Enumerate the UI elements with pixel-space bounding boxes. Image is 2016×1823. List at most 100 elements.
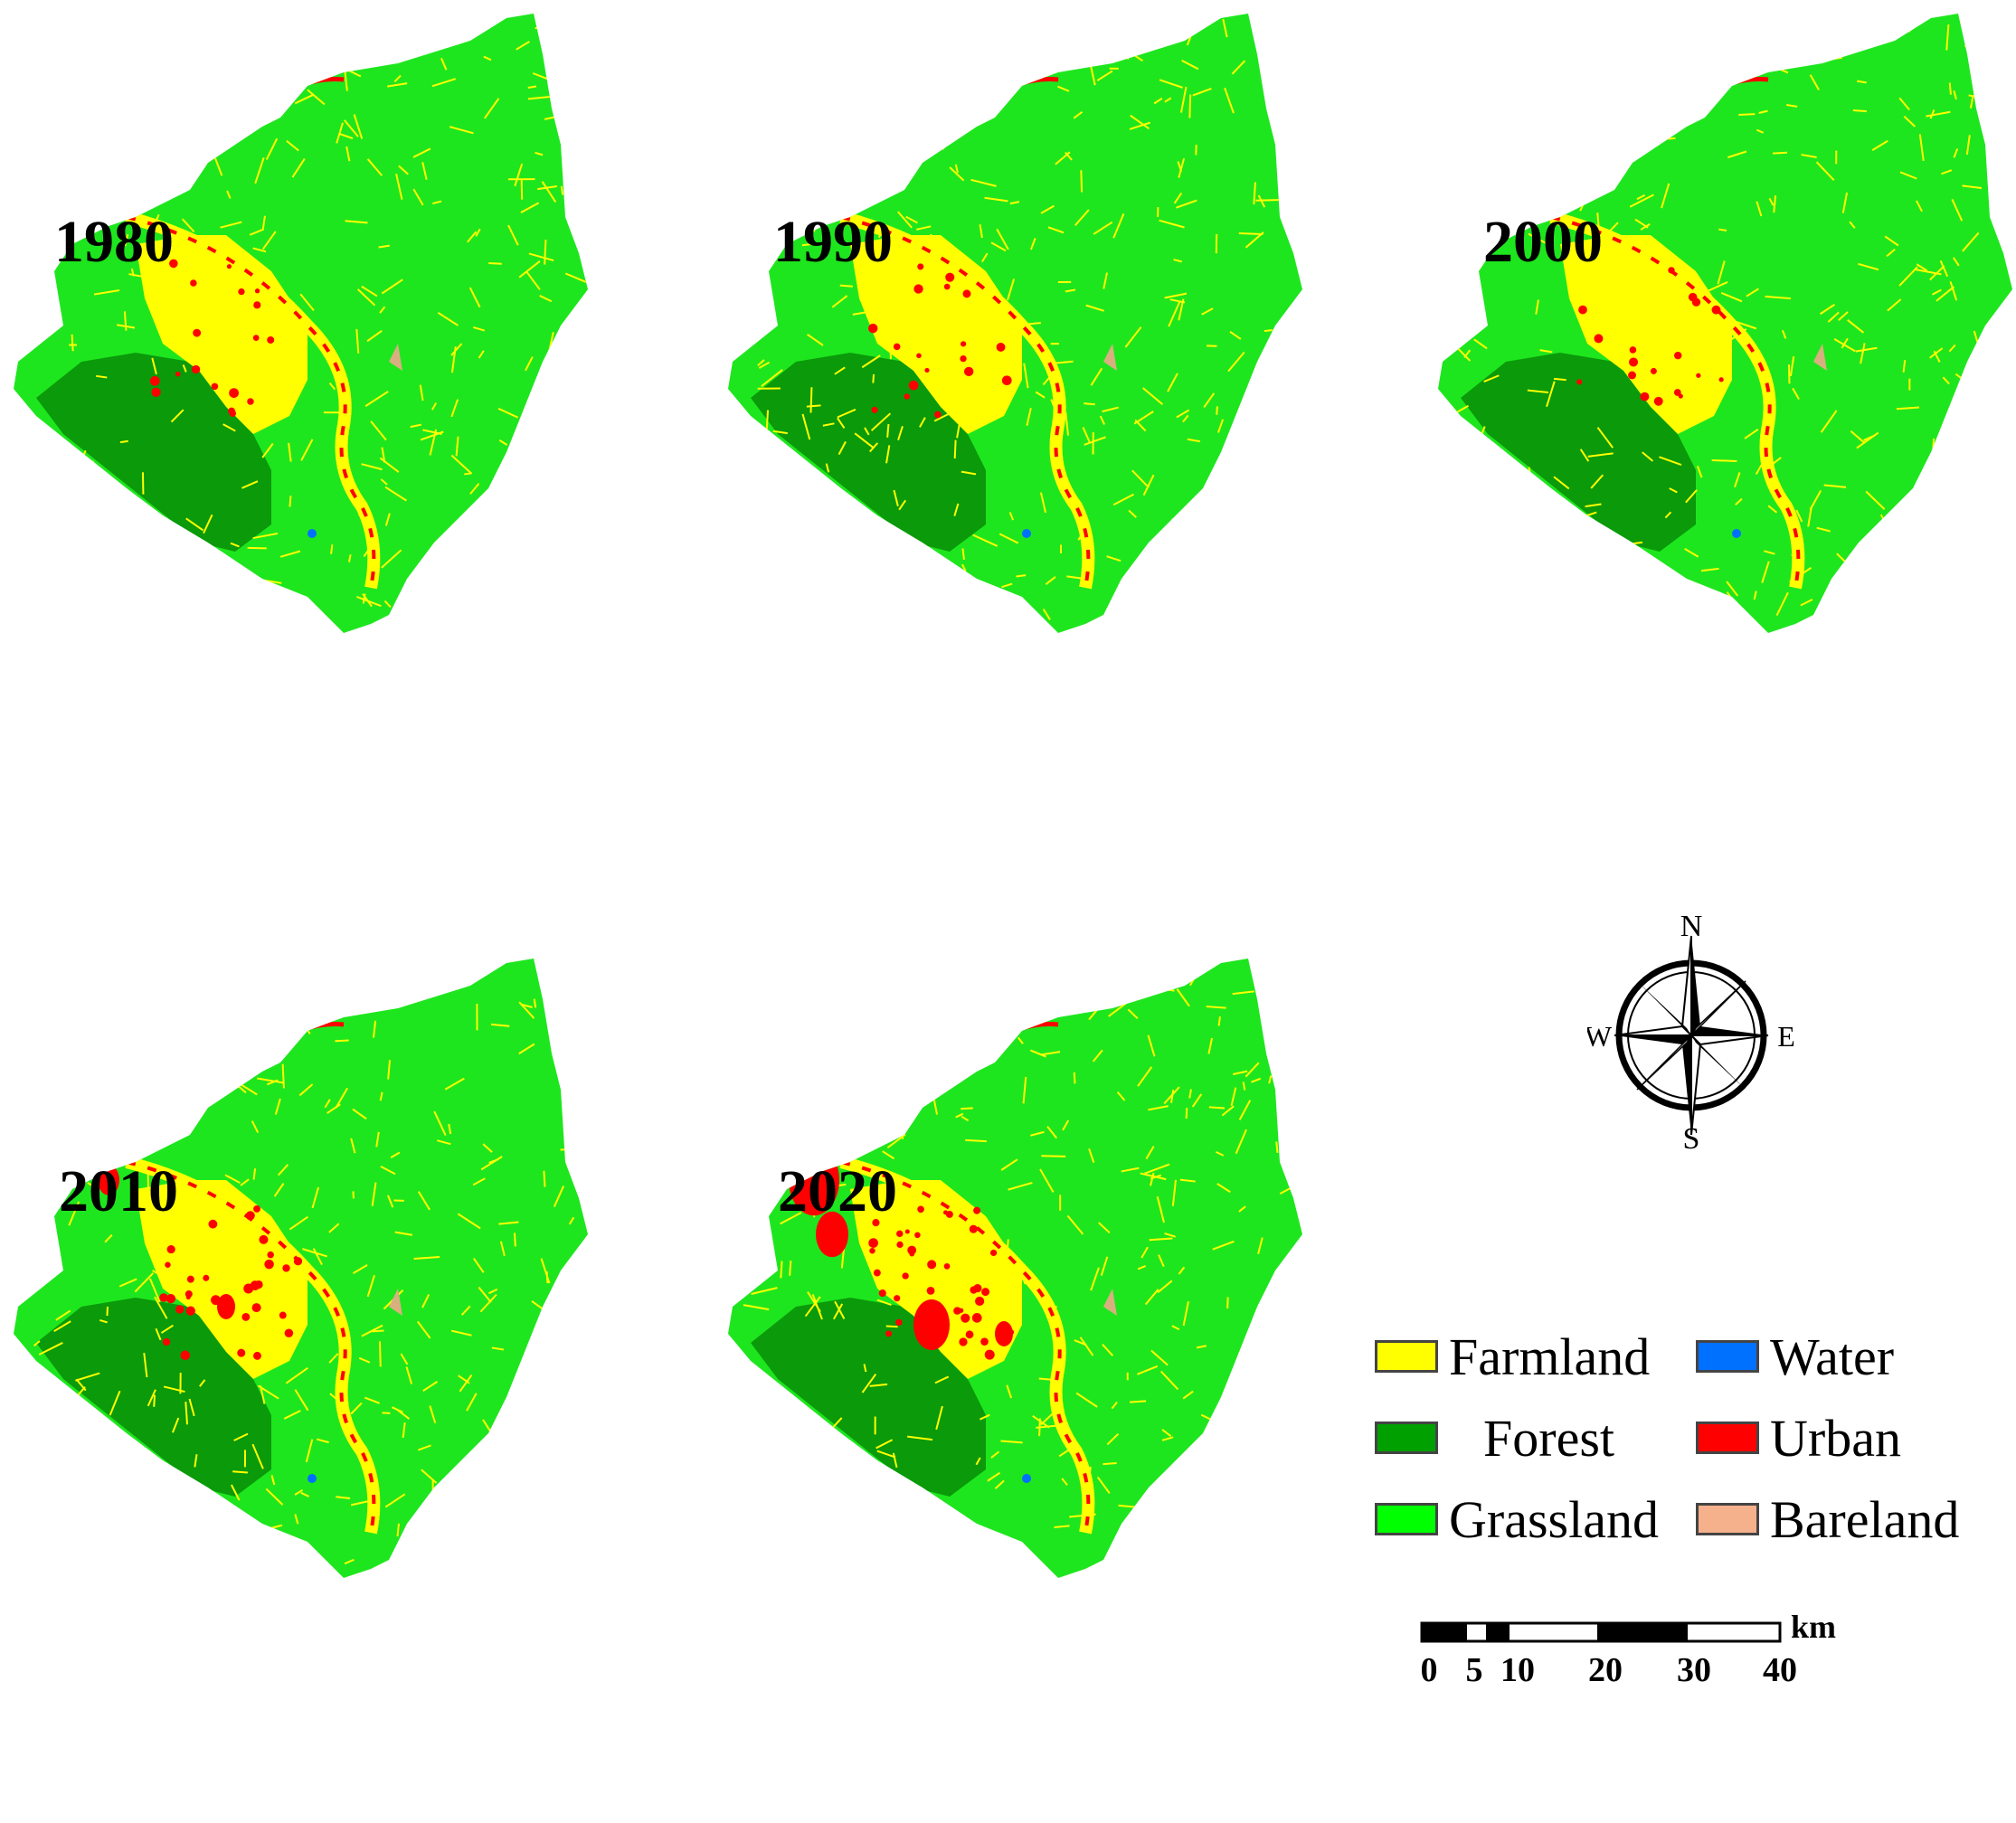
- farmland-streak: [1232, 1070, 1248, 1076]
- farmland-streak: [1454, 280, 1466, 293]
- farmland-streak: [230, 542, 240, 548]
- farmland-streak: [807, 333, 824, 346]
- farmland-streak: [379, 457, 400, 473]
- farmland-streak: [1222, 1561, 1233, 1566]
- farmland-streak: [350, 1402, 363, 1415]
- farmland-streak: [771, 194, 794, 211]
- farmland-streak: [70, 105, 87, 112]
- farmland-streak: [1734, 472, 1741, 488]
- farmland-streak: [33, 1340, 41, 1347]
- farmland-streak: [790, 146, 793, 159]
- farmland-streak: [771, 94, 777, 119]
- farmland-streak: [1111, 1401, 1118, 1410]
- farmland-streak: [1106, 1432, 1120, 1446]
- farmland-streak: [1245, 1062, 1260, 1078]
- farmland-streak: [1040, 1051, 1061, 1056]
- farmland-streak: [959, 1025, 973, 1044]
- farmland-streak: [1850, 430, 1866, 444]
- farmland-streak: [1264, 329, 1273, 333]
- scale-tick: 0: [1420, 1651, 1438, 1689]
- farmland-streak: [522, 1004, 533, 1008]
- farmland-streak: [230, 1484, 241, 1501]
- water-body: [308, 529, 317, 538]
- farmland-streak: [870, 412, 892, 431]
- urban-patch: [238, 288, 245, 296]
- north-arrow-compass: N S W E: [1587, 910, 1795, 1153]
- farmland-streak: [1273, 1496, 1297, 1500]
- farmland-streak: [1055, 151, 1071, 165]
- farmland-streak: [1036, 1424, 1058, 1429]
- farmland-streak: [366, 329, 383, 343]
- farmland-streak: [182, 364, 187, 373]
- farmland-streak: [1222, 18, 1228, 38]
- farmland-streak: [109, 1390, 121, 1416]
- farmland-streak: [1945, 24, 1950, 51]
- farmland-streak: [1764, 550, 1775, 555]
- farmland-streak: [38, 1342, 63, 1355]
- urban-patch: [165, 1261, 171, 1268]
- farmland-streak: [801, 242, 812, 247]
- farmland-streak: [478, 350, 485, 359]
- farmland-streak: [1977, 509, 1993, 517]
- farmland-streak: [384, 486, 407, 502]
- farmland-streak: [419, 384, 424, 401]
- farmland-streak: [218, 965, 230, 978]
- farmland-streak: [300, 439, 314, 461]
- farmland-streak: [324, 1099, 331, 1109]
- farmland-streak: [1179, 1178, 1196, 1183]
- farmland-streak: [355, 328, 360, 354]
- farmland-streak: [143, 1353, 148, 1378]
- farmland-streak: [1026, 408, 1032, 426]
- farmland-streak: [497, 468, 502, 477]
- farmland-streak: [1191, 1093, 1203, 1108]
- farmland-streak: [336, 122, 344, 144]
- farmland-streak: [311, 1186, 320, 1209]
- farmland-streak: [1947, 609, 1961, 614]
- farmland-streak: [118, 1454, 126, 1481]
- farmland-streak: [22, 1483, 36, 1493]
- farmland-streak: [1181, 60, 1199, 71]
- farmland-streak: [1006, 279, 1016, 301]
- farmland-streak: [77, 1441, 93, 1450]
- farmland-streak: [246, 118, 253, 128]
- farmland-streak: [961, 1107, 973, 1110]
- farmland-streak: [444, 1077, 465, 1091]
- scale-bar-graphic: [1420, 1621, 1782, 1643]
- farmland-streak: [417, 1191, 431, 1211]
- farmland-streak: [251, 1120, 260, 1134]
- farmland-streak: [1252, 1509, 1267, 1516]
- farmland-streak: [1171, 518, 1180, 521]
- farmland-streak: [861, 175, 867, 184]
- farmland-streak: [1285, 127, 1293, 134]
- urban-patch: [264, 1259, 274, 1270]
- farmland-streak: [1532, 52, 1548, 57]
- farmland-streak: [879, 1034, 894, 1053]
- farmland-streak: [933, 412, 950, 422]
- farmland-streak: [518, 1001, 535, 1019]
- farmland-streak: [1142, 474, 1155, 496]
- farmland-streak: [1170, 1090, 1175, 1103]
- farmland-streak: [1585, 619, 1589, 632]
- farmland-streak: [1968, 36, 1976, 50]
- farmland-streak: [1030, 238, 1036, 250]
- farmland-streak: [1614, 566, 1631, 587]
- farmland-streak: [185, 1402, 188, 1425]
- farmland-streak: [1820, 410, 1838, 433]
- farmland-streak: [1254, 484, 1256, 496]
- farmland-streak: [1227, 351, 1245, 373]
- farmland-streak: [1295, 1164, 1301, 1180]
- farmland-streak: [419, 1545, 430, 1568]
- farmland-streak: [580, 1311, 588, 1318]
- farmland-streak: [297, 1015, 311, 1034]
- farmland-streak: [1161, 1436, 1174, 1441]
- farmland-streak: [247, 546, 267, 550]
- farmland-streak: [1290, 98, 1302, 117]
- farmland-streak: [1726, 581, 1738, 597]
- region-map: [14, 959, 588, 1578]
- farmland-streak: [448, 1541, 465, 1553]
- farmland-streak: [1772, 151, 1788, 155]
- urban-patch: [190, 279, 197, 287]
- farmland-streak: [1451, 429, 1464, 449]
- farmland-streak: [861, 1374, 877, 1393]
- farmland-streak: [43, 167, 58, 176]
